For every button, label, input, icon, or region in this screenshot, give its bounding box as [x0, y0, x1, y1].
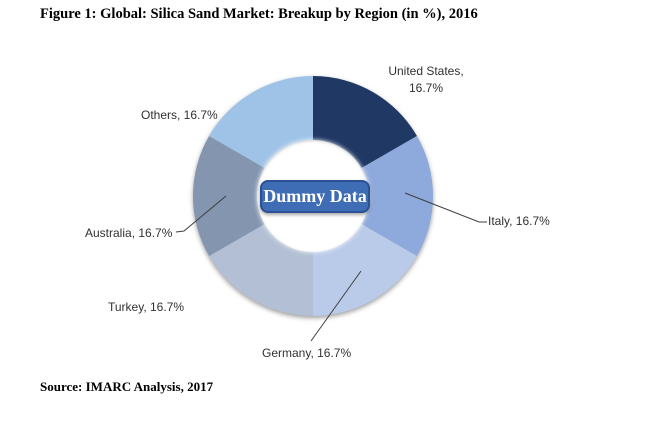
figure-title: Figure 1: Global: Silica Sand Market: Br… [40, 6, 478, 22]
slice-label-united-states: United States, 16.7% [388, 64, 464, 95]
slice-label-others: Others, 16.7% [141, 108, 218, 122]
donut-slice-germany [313, 224, 417, 316]
leader-lines [175, 192, 487, 342]
donut-slice-united-states [313, 76, 417, 168]
donut-slices [193, 76, 433, 316]
dummy-data-badge: Dummy Data [260, 180, 370, 213]
slice-label-germany: Germany, 16.7% [262, 346, 352, 360]
source-note: Source: IMARC Analysis, 2017 [40, 379, 214, 394]
donut-slice-others [209, 76, 313, 168]
leader-line-italy [404, 192, 487, 223]
donut-slice-italy [361, 136, 433, 256]
leader-line-australia [175, 195, 227, 233]
slice-label-italy: Italy, 16.7% [488, 214, 550, 228]
donut-slice-turkey [209, 224, 313, 316]
slice-label-turkey: Turkey, 16.7% [108, 300, 185, 314]
leader-line-germany [310, 270, 362, 342]
slice-label-australia: Australia, 16.7% [85, 226, 173, 240]
donut-slice-australia [193, 136, 265, 256]
